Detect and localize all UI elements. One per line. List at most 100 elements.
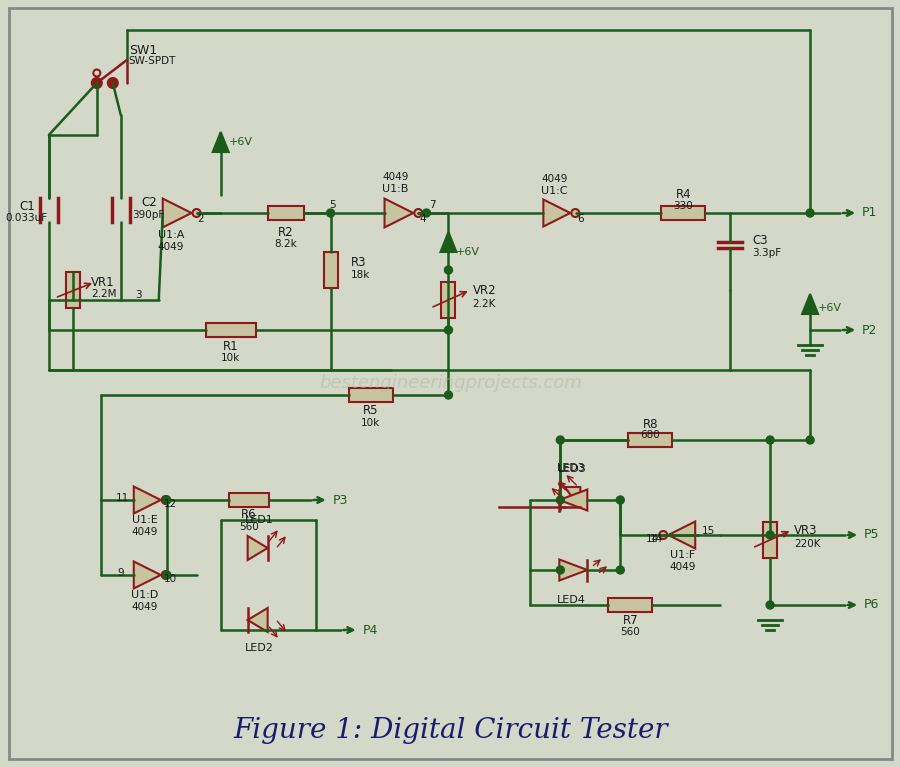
- Circle shape: [766, 601, 774, 609]
- Circle shape: [766, 436, 774, 444]
- Polygon shape: [559, 489, 588, 511]
- Text: +6V: +6V: [455, 247, 480, 257]
- Text: +6V: +6V: [818, 303, 842, 313]
- Polygon shape: [802, 294, 818, 314]
- Text: R7: R7: [623, 614, 638, 627]
- Text: R4: R4: [675, 189, 691, 202]
- Circle shape: [616, 566, 625, 574]
- Text: 3: 3: [136, 290, 142, 300]
- Text: 4049: 4049: [382, 172, 409, 182]
- Text: P4: P4: [363, 624, 378, 637]
- Polygon shape: [134, 561, 161, 588]
- Text: R3: R3: [351, 255, 366, 268]
- Text: C3: C3: [752, 235, 768, 248]
- Text: U1:B: U1:B: [382, 184, 409, 194]
- Bar: [324, 252, 338, 288]
- Text: P3: P3: [333, 493, 348, 506]
- Bar: [348, 388, 392, 402]
- Polygon shape: [134, 486, 161, 513]
- Text: LED3: LED3: [557, 463, 586, 473]
- Text: 0.033uF: 0.033uF: [5, 213, 48, 223]
- Polygon shape: [384, 199, 413, 227]
- Circle shape: [422, 209, 430, 217]
- Circle shape: [556, 566, 564, 574]
- Text: R6: R6: [241, 509, 256, 522]
- Text: 220K: 220K: [794, 539, 821, 549]
- Text: 11: 11: [116, 493, 130, 503]
- Bar: [66, 272, 80, 308]
- Circle shape: [94, 70, 100, 77]
- Text: LED3: LED3: [558, 464, 587, 474]
- Text: +6V: +6V: [229, 137, 253, 147]
- Circle shape: [556, 496, 564, 504]
- Polygon shape: [212, 132, 229, 152]
- Bar: [628, 433, 672, 447]
- Text: LED4: LED4: [557, 595, 586, 605]
- Text: bestengineeringprojects.com: bestengineeringprojects.com: [320, 374, 581, 392]
- Circle shape: [445, 326, 453, 334]
- Polygon shape: [440, 232, 456, 252]
- Circle shape: [806, 436, 814, 444]
- Text: 4049: 4049: [158, 242, 184, 252]
- Text: 12: 12: [164, 499, 177, 509]
- Text: 14: 14: [645, 534, 659, 544]
- Text: SW-SPDT: SW-SPDT: [129, 56, 176, 66]
- Text: R1: R1: [223, 340, 238, 353]
- Text: 330: 330: [673, 201, 693, 211]
- Text: P1: P1: [862, 206, 878, 219]
- Text: 10: 10: [164, 574, 177, 584]
- Bar: [229, 493, 268, 507]
- Text: P5: P5: [864, 528, 879, 542]
- Text: U1:C: U1:C: [541, 186, 568, 196]
- Text: 4049: 4049: [669, 562, 696, 572]
- Circle shape: [556, 436, 564, 444]
- Circle shape: [92, 78, 102, 88]
- Text: P6: P6: [864, 598, 879, 611]
- Circle shape: [616, 496, 625, 504]
- Text: C2: C2: [141, 196, 157, 209]
- Text: 10k: 10k: [221, 353, 240, 363]
- Circle shape: [162, 571, 170, 579]
- Text: R8: R8: [643, 417, 658, 430]
- Text: U1:A: U1:A: [158, 230, 184, 240]
- Text: VR2: VR2: [472, 284, 496, 297]
- Text: SW1: SW1: [129, 44, 157, 57]
- Circle shape: [327, 209, 335, 217]
- Circle shape: [806, 209, 814, 217]
- Bar: [763, 522, 777, 558]
- Bar: [206, 323, 256, 337]
- Text: 2.2K: 2.2K: [472, 299, 496, 309]
- Bar: [608, 598, 652, 612]
- Text: 2: 2: [197, 214, 204, 224]
- Text: LED1: LED1: [246, 515, 274, 525]
- Polygon shape: [248, 608, 267, 632]
- Circle shape: [163, 571, 171, 579]
- Text: 6: 6: [577, 214, 583, 224]
- Text: U1:D: U1:D: [131, 590, 158, 600]
- Text: 4049: 4049: [131, 602, 158, 612]
- Circle shape: [572, 209, 580, 217]
- Text: 4049: 4049: [541, 174, 568, 184]
- Polygon shape: [544, 199, 571, 226]
- Polygon shape: [163, 199, 192, 227]
- Text: 9: 9: [118, 568, 124, 578]
- Text: 10k: 10k: [361, 418, 380, 428]
- Circle shape: [766, 531, 774, 539]
- Bar: [442, 282, 455, 318]
- Text: U1:F: U1:F: [670, 550, 695, 560]
- Text: 2.2M: 2.2M: [91, 289, 116, 299]
- Circle shape: [163, 496, 171, 504]
- Polygon shape: [248, 536, 267, 560]
- Text: 14: 14: [650, 534, 663, 544]
- Text: U1:E: U1:E: [132, 515, 157, 525]
- Text: Figure 1: Digital Circuit Tester: Figure 1: Digital Circuit Tester: [233, 716, 668, 743]
- Text: R2: R2: [278, 226, 293, 239]
- Text: R5: R5: [363, 404, 378, 417]
- Polygon shape: [559, 559, 588, 581]
- Circle shape: [659, 531, 667, 539]
- Text: 390pF: 390pF: [132, 210, 165, 220]
- Text: 15: 15: [702, 526, 715, 536]
- Text: P2: P2: [862, 324, 878, 337]
- Circle shape: [445, 266, 453, 274]
- Text: VR3: VR3: [794, 524, 817, 536]
